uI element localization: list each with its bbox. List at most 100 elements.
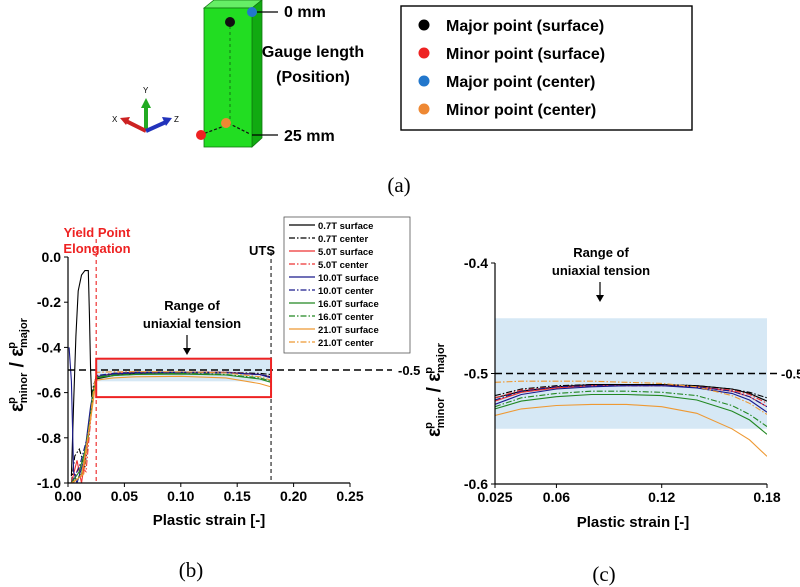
y-axis-label-part: major [18,317,30,348]
panel-c-caption: (c) [592,562,615,586]
y-axis-label-part: ε [424,373,445,382]
y-axis-label-part: ε [424,428,445,437]
y-tick-label-c: -0.6 [464,476,488,492]
major-point-surface-marker [225,17,235,27]
series-line-c-21-0t-surface [495,403,767,457]
y-axis-label-part: ε [7,403,28,412]
specimen-bar [196,0,278,148]
series-line-c-16-0t-surface [495,393,767,435]
legend-label-b: 5.0T center [318,260,368,271]
minor-point-center-marker [221,118,231,128]
y-tick-label-b: -0.4 [37,339,61,355]
range-label-c-line1: Range of [573,245,629,260]
y-tick-label-c: -0.4 [464,255,488,271]
panel-b-caption: (b) [179,558,204,582]
series-line-10-0t-center [70,371,272,483]
range-label-b-line1: Range of [164,298,220,313]
x-tick-label-b: 0.15 [224,488,251,504]
x-tick-label-b: 0.00 [54,488,81,504]
gauge-length-label: Gauge length [262,44,364,61]
series-line-16-0t-surface [70,373,272,483]
legend-marker-2 [418,47,430,59]
legend-entry-1: Major point (surface) [446,18,604,35]
x-tick-label-c: 0.06 [543,489,570,505]
x-tick-label-c: 0.18 [753,489,780,505]
y-tick-label-b: -1.0 [37,475,61,491]
x-tick-label-b: 0.20 [280,488,307,504]
y-tick-label-b: -0.6 [37,385,61,401]
axis-y-label: Y [143,86,149,95]
legend-entry-4: Minor point (center) [446,102,596,119]
yield-label-line2: Elongation [63,241,130,256]
series-group-c [495,380,767,457]
x-tick-label-c: 0.12 [648,489,675,505]
x-tick-label-c: 0.025 [477,489,512,505]
legend-b: 0.7T surface 0.7T center 5.0T surface 5.0T … [283,216,411,354]
legend-entry-2: Minor point (surface) [446,46,605,63]
x-tick-label-b: 0.10 [167,488,194,504]
series-line-0-7t-center [70,371,272,483]
y-axis-label-part: p [423,367,435,374]
series-line-c-10-0t-center [495,385,767,408]
legend-label-b: 21.0T center [318,338,374,349]
chart-b: -0.5 0.00 0.05 0.10 0.15 0.20 0.25 0.0 -0.2 -0.4 -… [6,216,420,529]
zoom-box [95,357,273,399]
series-line-5-0t-center [71,371,272,483]
panel-a-legend: Major point (surface) Minor point (surfac… [400,5,693,131]
reference-label-b: -0.5 [398,363,420,378]
axis-x-label: X [112,115,118,124]
series-line-21-0t-center [72,371,272,483]
specimen-side-face [251,0,263,148]
range-label-b-line2: uniaxial tension [143,316,241,331]
y-axis-label-part: minor [435,397,447,428]
z-axis-arrow [145,120,167,133]
panel-a-caption: (a) [387,173,410,197]
legend-label-b: 5.0T surface [318,247,373,258]
y-arrowhead [141,98,151,108]
y-tick-label-b: 0.0 [42,249,62,265]
y-axis-label-part: p [423,422,435,429]
legend-entry-3: Major point (center) [446,74,595,91]
y-axis-label-part: ε [7,348,28,357]
series-line-c-0-7t-center [495,384,767,399]
position-top-label: 0 mm [284,4,326,21]
y-axis-label-part: minor [18,372,30,403]
series-line-c-16-0t-center [495,390,767,427]
series-line-16-0t-center [72,372,272,483]
series-line-21-0t-surface [71,375,272,483]
legend-label-b: 0.7T center [318,234,368,245]
y-tick-label-b: -0.2 [37,294,61,310]
x-tick-label-b: 0.25 [336,488,363,504]
legend-label-b: 10.0T center [318,286,374,297]
range-label-c-line2: uniaxial tension [552,263,650,278]
x-tick-label-b: 0.05 [111,488,138,504]
chart-c: -0.5 0.025 0.06 0.12 0.18 -0.4 -0.5 -0.6 Plastic… [423,245,800,531]
x-arrowhead [120,117,130,125]
legend-marker-3 [418,75,430,87]
axis-z-label: Z [174,115,179,124]
legend-frame [400,5,693,131]
position-bottom-label: 25 mm [284,128,335,145]
x-axis-label-c: Plastic strain [-] [577,514,690,531]
legend-marker-1 [418,19,430,31]
y-axis-label-part: p [6,342,18,349]
x-axis-arrow [125,119,147,133]
legend-label-b: 21.0T surface [318,325,379,336]
yield-label-line1: Yield Point [64,225,131,240]
range-arrowhead-c [596,295,604,302]
y-axis-label-part: / [424,382,445,398]
series-line-c-21-0t-center [495,380,767,415]
y-tick-label-c: -0.5 [464,366,488,382]
y-axis-label-text: εpminor / εpmajor [423,342,447,437]
range-arrowhead-b [183,348,191,355]
y-tick-label-b: -0.8 [37,430,61,446]
minor-point-surface-marker [196,130,206,140]
y-axis-label-c: εpminor / εpmajor [423,342,447,437]
legend-label-b: 16.0T center [318,312,374,323]
legend-label-b: 0.7T surface [318,221,373,232]
reference-label-c: -0.5 [781,367,800,382]
z-arrowhead [162,117,172,126]
legend-label-b: 10.0T surface [318,273,379,284]
legend-frame-b [283,216,411,354]
x-axis-label-b: Plastic strain [-] [153,512,266,529]
